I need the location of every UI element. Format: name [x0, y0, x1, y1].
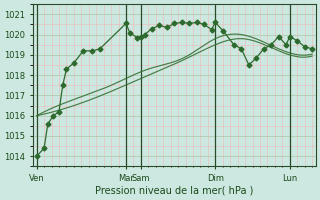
X-axis label: Pression niveau de la mer( hPa ): Pression niveau de la mer( hPa )	[95, 186, 253, 196]
